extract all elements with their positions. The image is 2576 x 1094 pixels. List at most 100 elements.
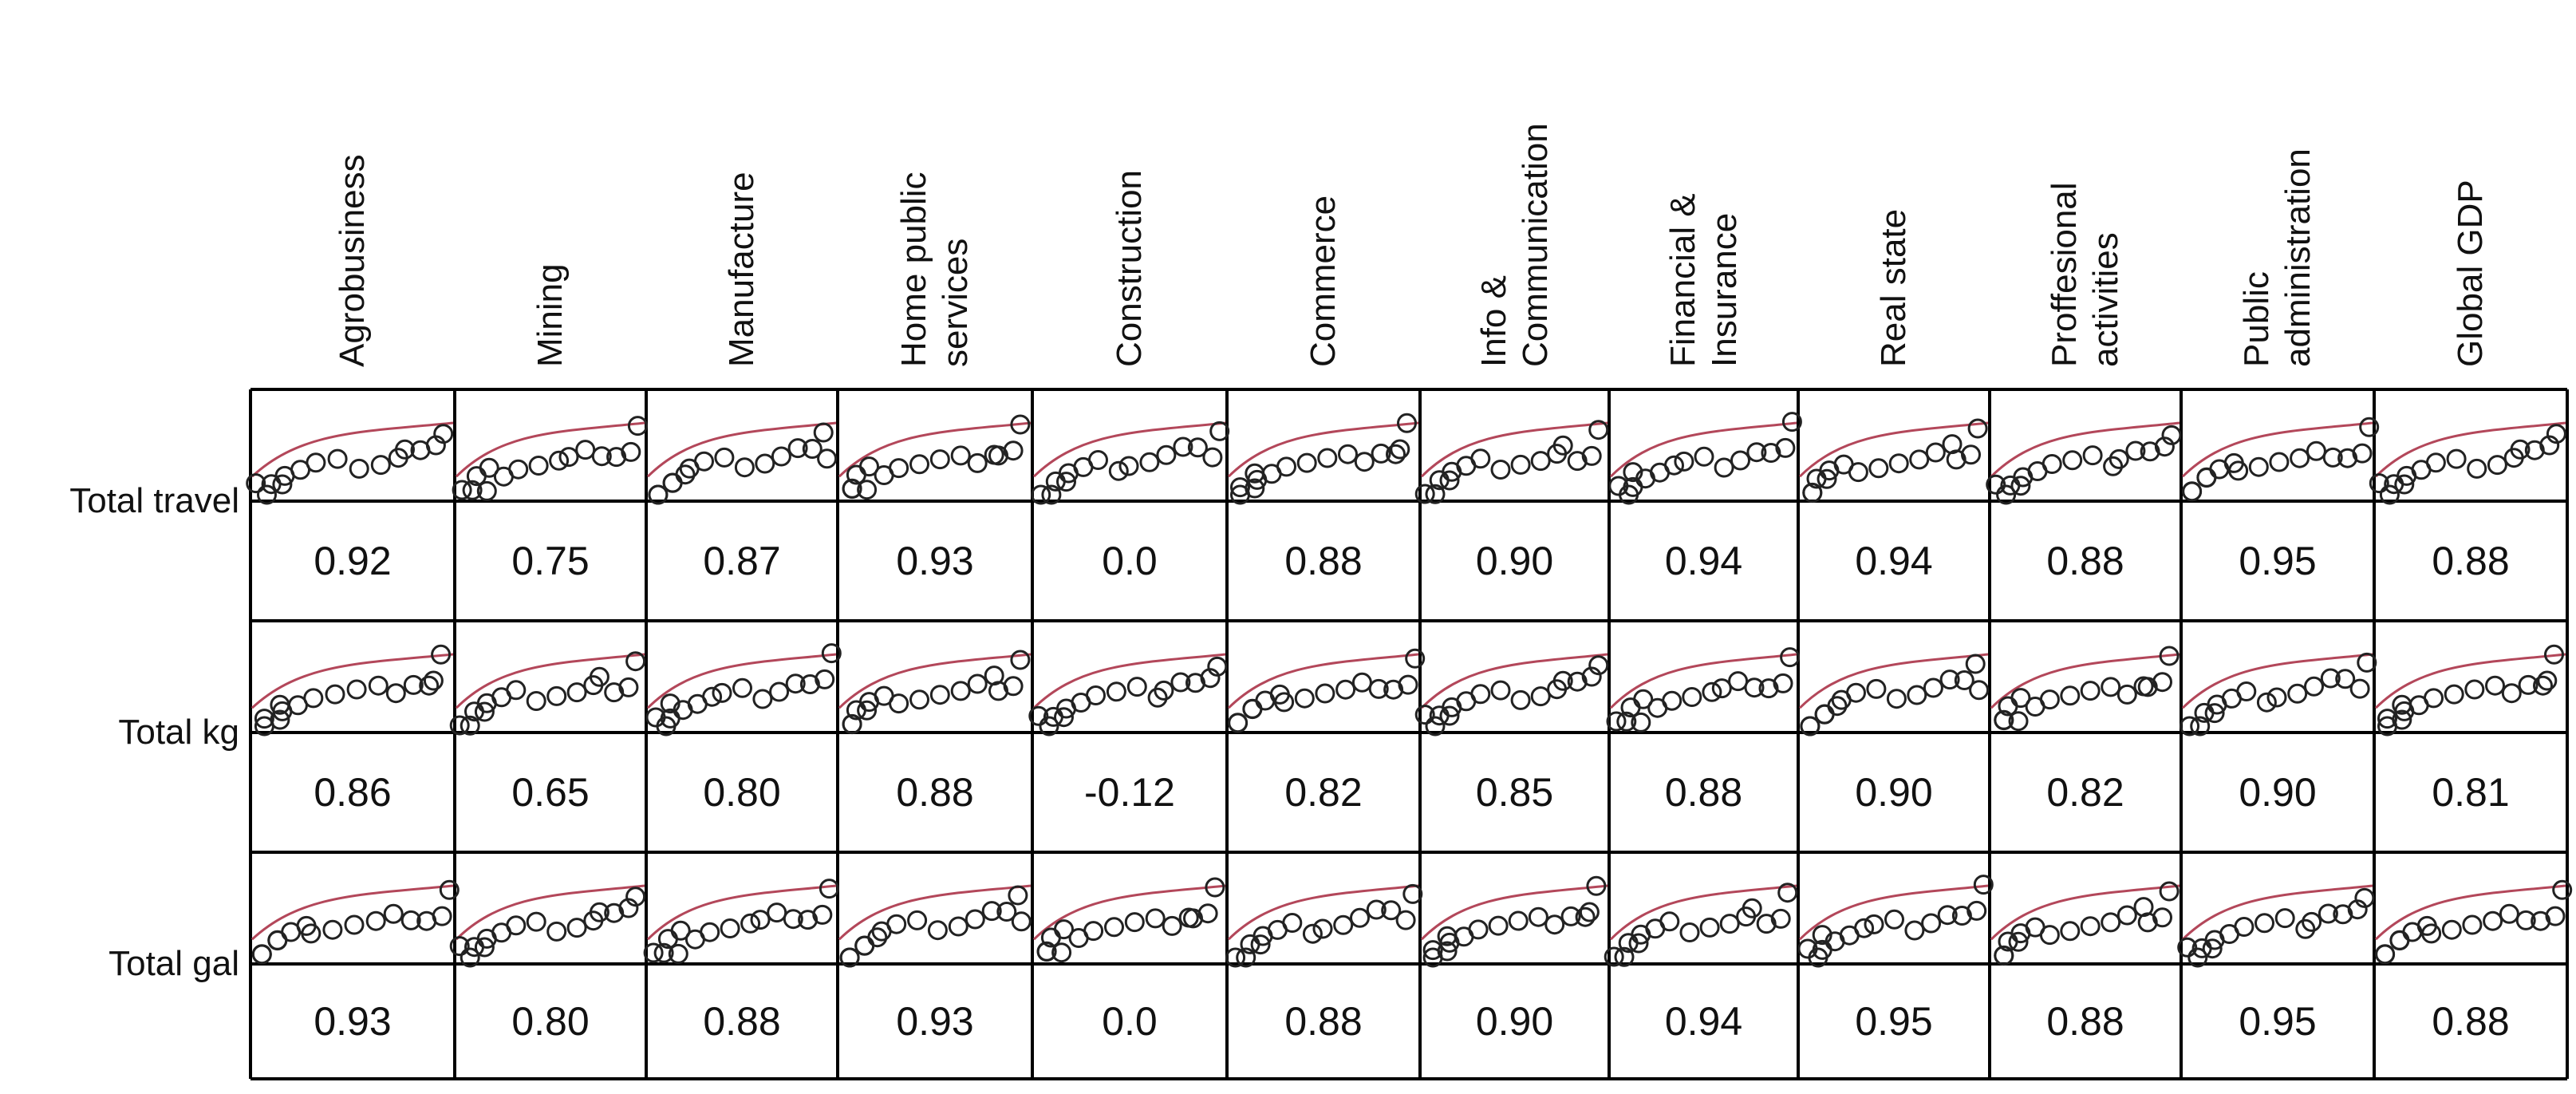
scatter-point — [1338, 444, 1358, 464]
scatter-point — [370, 455, 391, 476]
scatter-point — [1145, 908, 1166, 929]
scatter-point — [1967, 900, 1987, 921]
scatter-point — [1317, 448, 1338, 468]
scatter-panel — [1604, 883, 1798, 967]
correlation-value: 0.65 — [511, 770, 590, 815]
scatter-panel — [1798, 418, 1989, 504]
scatter-point — [1118, 456, 1139, 476]
scatter-point — [1414, 705, 1435, 725]
scatter-point — [2103, 456, 2124, 476]
fit-curve — [838, 884, 1032, 941]
scatter-point — [2269, 452, 2290, 472]
scatter-panel — [1420, 875, 1608, 968]
scatter-point — [1086, 685, 1106, 705]
scatter-point — [2464, 679, 2485, 700]
column-header-line: Financial & — [1663, 193, 1702, 367]
scatter-point — [668, 943, 688, 964]
scatter-point — [889, 693, 909, 714]
scatter-point — [2010, 688, 2031, 709]
scatter-point — [2101, 912, 2121, 933]
scatter-point — [1552, 670, 1573, 691]
scatter-point — [1631, 712, 1651, 733]
scatter-point — [867, 927, 888, 948]
scatter-point — [1614, 946, 1635, 967]
scatter-point — [1812, 925, 1832, 946]
scatter-point — [2152, 672, 2172, 693]
scatter-panel — [838, 650, 1032, 735]
scatter-point — [750, 910, 771, 930]
scatter-point — [2546, 424, 2566, 444]
scatter-point — [589, 666, 609, 687]
scatter-point — [2060, 921, 2081, 942]
scatter-point — [2116, 684, 2137, 705]
correlation-value: 0.88 — [2432, 539, 2510, 583]
scatter-point — [1425, 716, 1446, 737]
scatter-point — [2080, 681, 2101, 701]
scatter-point — [1470, 684, 1491, 705]
scatter-point — [1205, 877, 1225, 898]
scatter-point — [419, 675, 440, 696]
scatter-point — [546, 685, 567, 706]
scatter-point — [2446, 448, 2467, 469]
column-header-line: services — [936, 238, 975, 367]
scatter-point — [857, 700, 878, 721]
scatter-point — [546, 921, 567, 942]
scatter-point — [857, 480, 878, 500]
scatter-point — [474, 937, 495, 958]
scatter-point — [2539, 435, 2560, 456]
scatter-point — [604, 902, 625, 923]
scatter-point — [802, 439, 823, 459]
scatter-point — [783, 909, 803, 930]
fit-curve — [455, 884, 645, 941]
scatter-point — [842, 479, 862, 500]
scatter-point — [2379, 484, 2400, 505]
scatter-point — [967, 452, 988, 473]
scatter-point — [1147, 687, 1168, 708]
scatter-point — [2109, 448, 2129, 469]
scatter-point — [1437, 941, 1458, 962]
scatter-point — [670, 920, 691, 941]
scatter-point — [2080, 916, 2101, 937]
scatter-point — [2377, 709, 2397, 729]
scatter-panel — [1990, 881, 2180, 966]
correlation-value: 0.75 — [511, 539, 590, 583]
scatter-point — [1802, 483, 1823, 504]
scatter-point — [621, 441, 641, 462]
fit-curve — [1609, 653, 1797, 709]
scatter-point — [2552, 879, 2573, 900]
scatter-point — [909, 454, 929, 475]
scatter-point — [1817, 468, 1837, 489]
scatter-point — [460, 715, 480, 736]
scatter-point — [1439, 705, 1460, 726]
column-header-commerce: Commerce — [1227, 0, 1420, 379]
scatter-point — [839, 947, 860, 968]
scatter-point — [2369, 473, 2389, 494]
fit-curve — [1990, 653, 2180, 709]
scatter-panel — [646, 421, 838, 505]
scatter-point — [1154, 680, 1174, 701]
scatter-point — [251, 944, 272, 965]
column-header-line: Agrobusiness — [333, 154, 372, 367]
scatter-point — [1209, 421, 1230, 441]
fit-curve — [1420, 884, 1608, 941]
scatter-point — [1510, 454, 1531, 475]
scatter-point — [1508, 910, 1529, 931]
scatter-point — [2347, 899, 2368, 920]
scatter-point — [1770, 908, 1791, 929]
scatter-point — [2234, 917, 2254, 937]
scatter-point — [1312, 918, 1333, 939]
scatter-point — [675, 464, 696, 485]
fit-curve — [250, 421, 454, 478]
scatter-point — [1884, 909, 1904, 930]
scatter-point — [1173, 436, 1193, 457]
scatter-point — [618, 677, 639, 697]
column-header-line: Communication — [1515, 123, 1555, 367]
correlation-value: 0.94 — [1855, 539, 1933, 583]
scatter-point — [476, 480, 497, 501]
scatter-point — [1909, 449, 1930, 470]
scatter-point — [1986, 474, 2006, 495]
fit-curve — [838, 421, 1032, 478]
scatter-point — [449, 936, 470, 957]
fit-curve — [646, 884, 837, 941]
